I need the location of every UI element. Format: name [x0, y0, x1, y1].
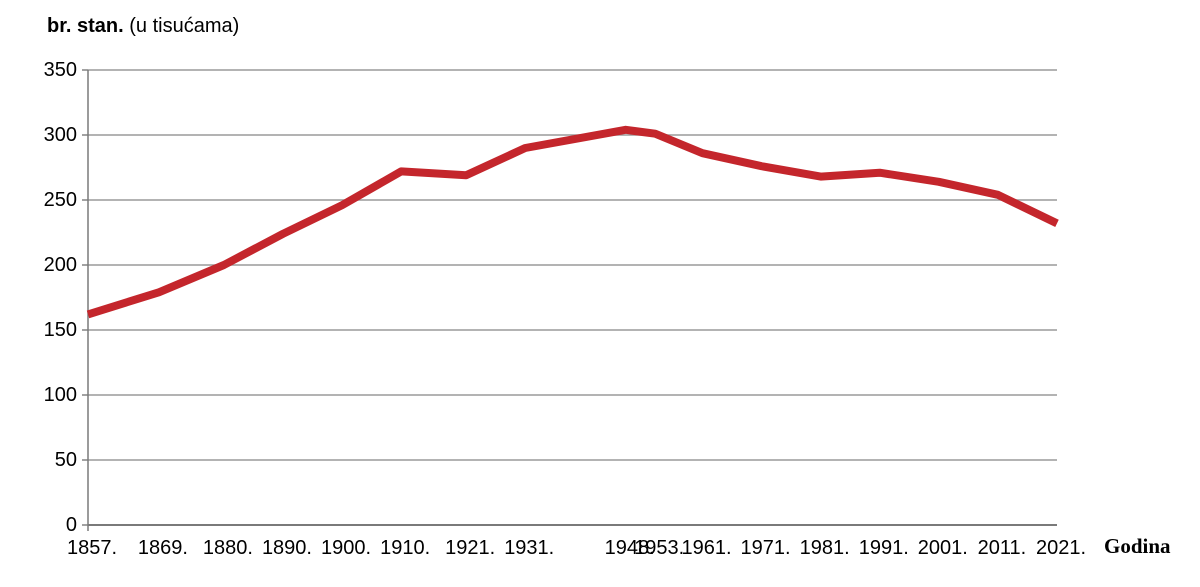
chart-title-units: (u tisućama): [123, 15, 240, 37]
x-axis-tick-label: 2021.: [1035, 537, 1087, 559]
x-axis-tick-label: 1869.: [137, 537, 188, 559]
y-axis-tick-label: 150: [43, 319, 77, 341]
x-axis-tick-label: 2001.: [917, 537, 968, 559]
x-axis-tick-label: 1953.: [634, 537, 685, 559]
y-axis-tick-label: 200: [43, 254, 77, 276]
y-axis-tick-label: 0: [65, 514, 77, 536]
x-axis-tick-label: 1857.: [66, 537, 118, 559]
y-axis-tick-label: 100: [43, 384, 77, 406]
x-axis-tick-label: 1921.: [445, 537, 496, 559]
x-axis-tick-label: 1890.: [261, 537, 312, 559]
x-axis-tick-label: 1948.: [604, 537, 655, 559]
y-axis-tick-label: 250: [43, 189, 77, 211]
x-axis-tick-label: 1991.: [858, 537, 909, 559]
x-axis-tick-label: 1981.: [799, 537, 850, 559]
y-axis-tick-label: 50: [54, 449, 77, 471]
x-axis-tick-label: 1931.: [504, 537, 555, 559]
chart-title-bold: br. stan.: [47, 15, 124, 37]
x-axis-tick-label: 1971.: [740, 537, 791, 559]
x-axis-tick-label: 2011.: [977, 537, 1027, 559]
y-axis-tick-label: 300: [43, 124, 77, 146]
x-axis-tick-label: 1910.: [380, 537, 431, 559]
chart-title: br. stan. (u tisućama): [47, 15, 239, 38]
x-axis-tick-label: 1880.: [202, 537, 253, 559]
y-axis-tick-label: 350: [43, 59, 77, 81]
x-axis-tick-label: 1900.: [321, 537, 372, 559]
x-axis-tick-label: 1961.: [681, 537, 732, 559]
x-axis-title: Godina: [1104, 534, 1171, 558]
population-line-series: [86, 125, 1059, 319]
